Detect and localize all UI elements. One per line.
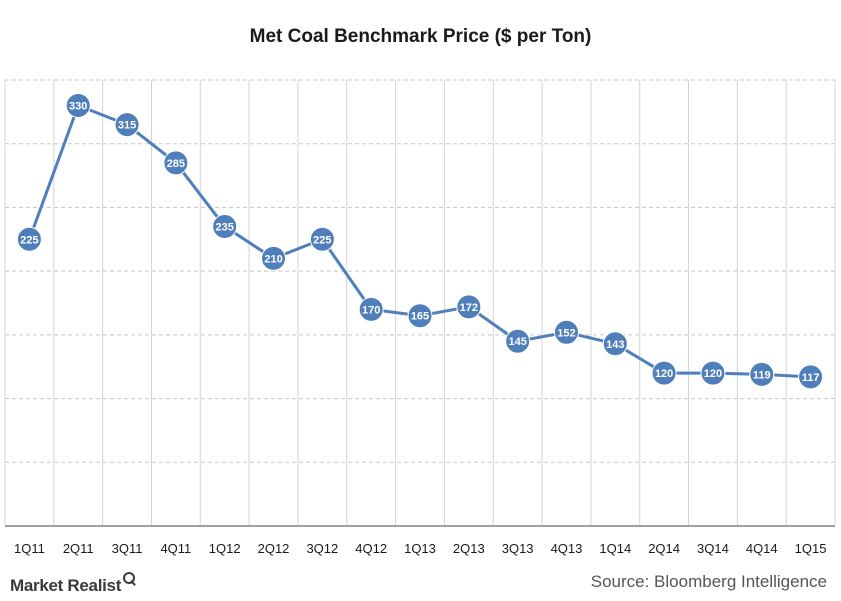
chart-title: Met Coal Benchmark Price ($ per Ton)	[249, 26, 592, 47]
data-label: 210	[264, 253, 282, 265]
data-point: 117	[798, 364, 824, 390]
x-tick-label: 4Q12	[355, 541, 387, 556]
x-tick-label: 3Q11	[112, 541, 143, 556]
data-point: 225	[16, 226, 42, 252]
data-label: 120	[704, 368, 722, 380]
data-label: 165	[411, 311, 429, 323]
data-point-marker	[65, 92, 91, 118]
series-line	[28, 103, 811, 379]
x-tick-label: 1Q14	[599, 541, 631, 556]
x-tick-label: 1Q15	[795, 541, 827, 556]
data-point: 143	[602, 331, 628, 357]
data-point-marker	[749, 361, 775, 387]
x-tick-label: 2Q12	[258, 541, 290, 556]
data-point: 225	[309, 226, 335, 252]
data-point-marker	[212, 214, 238, 240]
data-point: 315	[114, 112, 140, 138]
data-point-marker	[505, 328, 531, 354]
data-point: 285	[163, 150, 189, 176]
data-point: 165	[407, 303, 433, 329]
x-tick-label: 4Q11	[160, 541, 191, 556]
data-label: 143	[606, 339, 624, 351]
data-point-marker	[163, 150, 189, 176]
x-tick-label: 3Q14	[697, 541, 729, 556]
data-points: 225 330 315 285 235 210 225 170 165 172 145 152 143 1…	[16, 92, 824, 390]
data-point-marker	[309, 226, 335, 252]
brand-name: Market Realist	[10, 576, 122, 595]
data-point-marker	[407, 303, 433, 329]
data-label: 315	[118, 120, 136, 132]
data-label: 145	[508, 336, 526, 348]
data-point-marker	[16, 226, 42, 252]
x-tick-label: 3Q13	[502, 541, 534, 556]
data-label: 330	[69, 100, 87, 112]
data-label: 225	[20, 234, 38, 246]
x-tick-label: 1Q11	[14, 541, 45, 556]
data-point-marker	[358, 296, 384, 322]
gridlines	[5, 79, 835, 463]
data-point-marker	[798, 364, 824, 390]
data-label: 172	[460, 302, 478, 314]
data-point-marker	[261, 245, 287, 271]
data-point: 119	[749, 361, 775, 387]
data-point: 172	[456, 294, 482, 320]
data-point: 170	[358, 296, 384, 322]
data-label: 170	[362, 304, 380, 316]
data-label: 119	[753, 369, 771, 381]
series-line-path	[28, 103, 811, 379]
data-point: 120	[651, 360, 677, 386]
data-label: 235	[216, 222, 234, 234]
data-point-marker	[553, 319, 579, 345]
data-point-marker	[114, 112, 140, 138]
x-tick-label: 1Q13	[404, 541, 436, 556]
source-note: Source: Bloomberg Intelligence	[590, 572, 827, 591]
x-tick-label: 2Q11	[63, 541, 94, 556]
data-point: 210	[261, 245, 287, 271]
data-label: 117	[802, 372, 820, 384]
brand-logo: Market Realist	[10, 571, 136, 596]
x-tick-label: 4Q13	[551, 541, 583, 556]
data-label: 225	[313, 234, 331, 246]
data-point: 152	[553, 319, 579, 345]
data-point-marker	[700, 360, 726, 386]
x-tick-label: 2Q13	[453, 541, 485, 556]
data-point-marker	[651, 360, 677, 386]
x-tick-label: 3Q12	[306, 541, 338, 556]
data-point: 145	[505, 328, 531, 354]
x-tick-label: 2Q14	[648, 541, 680, 556]
magnifier-icon	[122, 571, 136, 586]
x-tick-label: 4Q14	[746, 541, 778, 556]
x-tick-labels: 1Q11 2Q11 3Q11 4Q11 1Q12 2Q12 3Q12 4Q12 1Q13 2Q13…	[14, 541, 827, 556]
data-label: 285	[167, 158, 185, 170]
data-point: 330	[65, 92, 91, 118]
data-point: 235	[212, 214, 238, 240]
data-point-marker	[456, 294, 482, 320]
data-point: 120	[700, 360, 726, 386]
data-point-marker	[602, 331, 628, 357]
x-tick-label: 1Q12	[209, 541, 241, 556]
data-label: 152	[557, 327, 575, 339]
data-label: 120	[655, 368, 673, 380]
category-separators	[4, 80, 836, 526]
